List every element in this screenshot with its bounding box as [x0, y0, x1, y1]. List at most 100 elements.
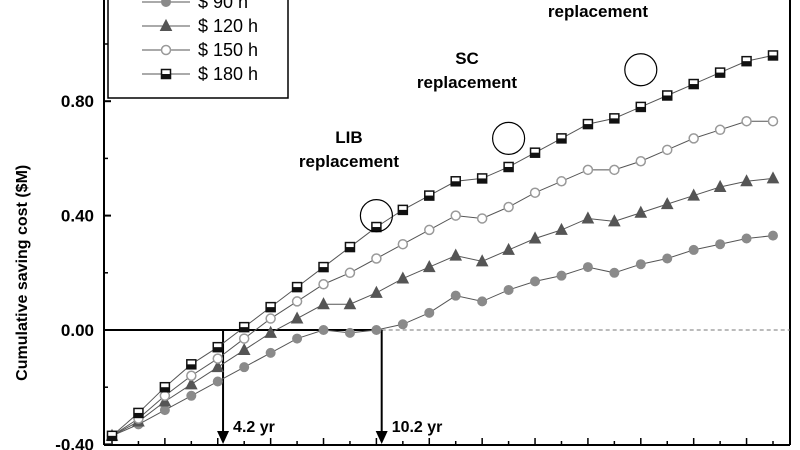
- data-point: [160, 44, 172, 56]
- data-point: [371, 253, 382, 264]
- data-point: [238, 333, 250, 344]
- legend-label: $ 180 h: [198, 64, 258, 84]
- data-point: [767, 115, 779, 127]
- data-point: [503, 284, 514, 295]
- data-point: [212, 376, 223, 387]
- data-point-fill: [662, 95, 672, 100]
- data-point-fill: [636, 106, 646, 112]
- data-point: [318, 278, 329, 290]
- annotation-circle: [492, 121, 526, 155]
- data-point-fill: [398, 209, 408, 215]
- data-point: [450, 290, 461, 301]
- data-point-fill: [583, 124, 593, 129]
- breakeven-label: 10.2 yr: [392, 419, 443, 436]
- data-point-fill: [530, 152, 540, 158]
- data-point: [475, 254, 489, 267]
- annotation-circle: [359, 199, 393, 233]
- data-point: [477, 296, 488, 307]
- data-point: [318, 325, 329, 335]
- data-point: [371, 325, 382, 335]
- data-point: [291, 296, 303, 307]
- data-point: [237, 342, 251, 356]
- data-point: [688, 133, 699, 144]
- legend-label: $ 150 h: [198, 40, 258, 60]
- y-tick-label: -0.40: [55, 435, 94, 450]
- data-point: [159, 390, 171, 402]
- data-point: [556, 176, 567, 187]
- data-point: [292, 333, 303, 344]
- data-point: [609, 267, 620, 278]
- data-point: [184, 377, 198, 390]
- data-point: [741, 233, 752, 244]
- data-point: [290, 311, 304, 324]
- annotation-label: LIB: [335, 128, 362, 147]
- breakeven-arrow-head: [375, 431, 388, 444]
- data-point: [265, 347, 276, 358]
- annotation-label: replacement: [548, 2, 648, 21]
- data-point: [396, 271, 410, 284]
- data-point-fill: [161, 74, 171, 79]
- data-point: [265, 313, 276, 324]
- data-point-fill: [371, 227, 381, 232]
- breakeven-label: 4.2 yr: [233, 419, 275, 436]
- data-point-fill: [186, 364, 196, 369]
- data-point-fill: [160, 387, 170, 392]
- data-point: [768, 230, 778, 241]
- data-point: [660, 197, 674, 210]
- data-point: [528, 231, 542, 244]
- data-point-fill: [319, 267, 329, 272]
- data-point-fill: [345, 247, 355, 252]
- data-point-fill: [689, 84, 699, 89]
- data-point-fill: [239, 327, 249, 332]
- data-point: [715, 239, 726, 250]
- data-point: [556, 270, 567, 281]
- data-point: [343, 297, 357, 310]
- data-point: [741, 115, 752, 127]
- data-point-fill: [556, 138, 566, 143]
- data-point: [713, 179, 727, 192]
- legend-label: $ 90 h: [198, 0, 248, 12]
- data-point: [608, 214, 621, 227]
- data-point-fill: [742, 61, 752, 66]
- data-point: [344, 267, 356, 279]
- legend-label: $ 120 h: [198, 16, 258, 36]
- data-point: [264, 325, 277, 338]
- data-point: [529, 187, 541, 198]
- data-point: [186, 390, 197, 401]
- data-point: [555, 222, 568, 235]
- data-point: [688, 244, 699, 255]
- data-point: [635, 259, 646, 270]
- legend: $ 90 h $ 120 h $ 150 h $ 180 h: [107, 0, 289, 99]
- data-point-fill: [504, 166, 514, 172]
- data-point: [503, 201, 514, 213]
- data-point-fill: [609, 118, 619, 123]
- data-point: [212, 353, 224, 364]
- series-line: [111, 177, 774, 437]
- data-point: [502, 242, 515, 255]
- y-tick-label: 0.00: [61, 321, 94, 340]
- y-tick-label: 0.40: [61, 207, 94, 226]
- data-point-fill: [477, 178, 487, 183]
- data-point: [449, 248, 463, 261]
- data-point: [714, 124, 726, 136]
- data-point: [582, 164, 594, 176]
- data-point: [740, 174, 753, 187]
- data-point: [186, 370, 197, 382]
- data-point: [582, 262, 593, 273]
- data-point: [397, 238, 409, 250]
- series-line: [111, 54, 774, 437]
- data-point-fill: [424, 195, 434, 201]
- data-point: [344, 327, 355, 338]
- data-point: [161, 0, 171, 7]
- data-point: [530, 276, 541, 287]
- data-point: [211, 360, 225, 373]
- data-point: [422, 260, 436, 273]
- data-point-fill: [107, 435, 117, 441]
- data-point: [766, 171, 780, 184]
- data-point: [424, 224, 435, 236]
- legend-box: [107, 0, 289, 99]
- series-line: [111, 120, 773, 437]
- data-point: [159, 18, 173, 31]
- data-point: [476, 213, 488, 224]
